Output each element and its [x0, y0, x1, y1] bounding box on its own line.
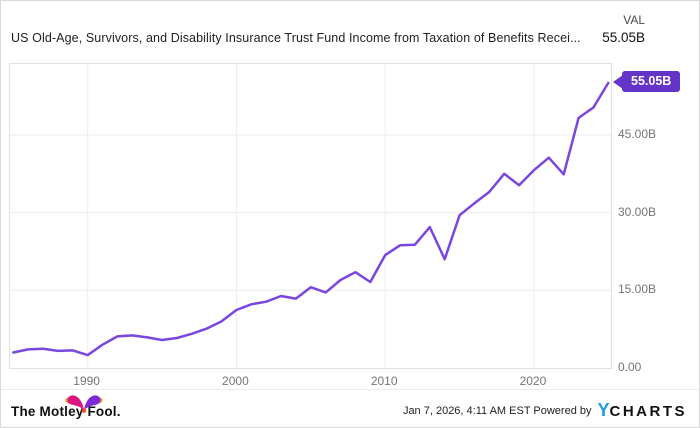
- motley-fool-logo: The Motley Fool.: [11, 395, 121, 421]
- plot-area[interactable]: [9, 63, 612, 369]
- x-tick-label: 2010: [370, 374, 398, 388]
- last-value-badge: 55.05B: [622, 71, 681, 93]
- y-tick-label: 15.00B: [618, 282, 657, 297]
- val-column-header: VAL: [623, 13, 645, 27]
- y-tick-label: 45.00B: [618, 126, 657, 141]
- value-column: VAL 55.05B: [602, 13, 645, 45]
- attribution: Jan 7, 2026, 4:11 AM EST Powered by YCHA…: [403, 401, 687, 421]
- ycharts-logo: YCHARTS: [597, 401, 687, 421]
- ycharts-y-mark: Y: [597, 400, 610, 420]
- x-tick-label: 1990: [73, 374, 100, 388]
- y-tick-label: 30.00B: [618, 204, 657, 219]
- jester-cap-icon: [65, 395, 103, 413]
- motley-fool-wordmark: The Motley Fool.: [11, 404, 121, 419]
- line-chart-canvas: [10, 64, 611, 368]
- y-tick-label: 0.00: [618, 360, 642, 374]
- footer: The Motley Fool. Jan 7, 2026, 4:11 AM ES…: [1, 389, 699, 427]
- x-tick-label: 2020: [519, 374, 547, 388]
- val-current-value: 55.05B: [602, 30, 645, 45]
- timestamp: Jan 7, 2026, 4:11 AM EST Powered by: [402, 405, 592, 417]
- ycharts-wordmark: CHARTS: [609, 403, 687, 420]
- chart-title: US Old-Age, Survivors, and Disability In…: [11, 31, 581, 45]
- x-tick-label: 2000: [222, 374, 249, 388]
